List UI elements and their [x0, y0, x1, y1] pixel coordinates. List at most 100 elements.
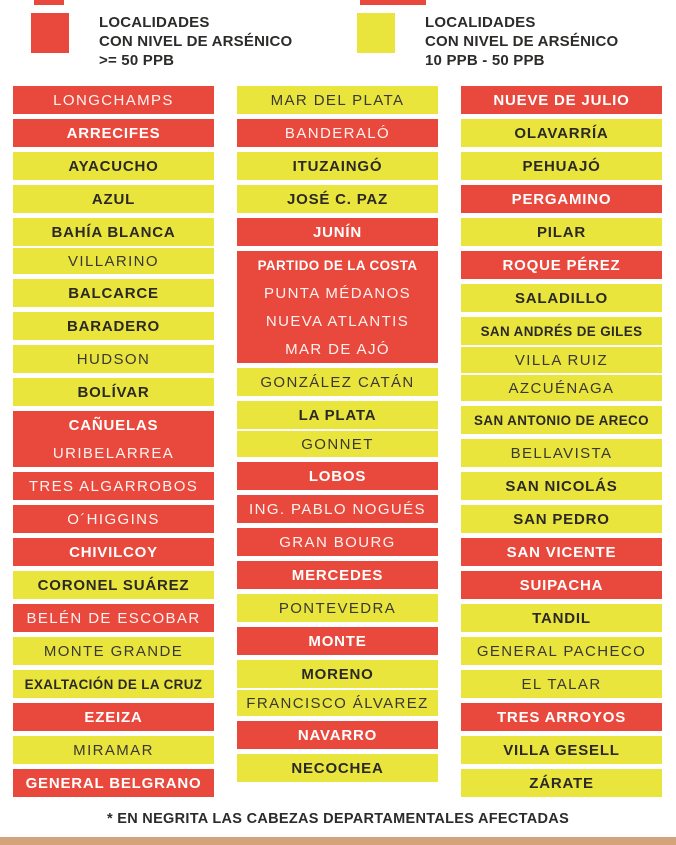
locality-label: CAÑUELAS	[68, 416, 159, 434]
locality-block: BAHÍA BLANCA VILLARINO	[13, 218, 214, 274]
locality-block: VILLA GESELL	[461, 736, 662, 764]
legend-item-yellow: LOCALIDADES CON NIVEL DE ARSÉNICO 10 PPB…	[357, 13, 618, 70]
locality-label: AZUL	[91, 190, 136, 208]
top-cropped-red-sliver-left	[34, 0, 64, 5]
locality-block: GRAN BOURG	[237, 528, 438, 556]
locality-block: PARTIDO DE LA COSTA PUNTA MÉDANOS NUEVA AT…	[237, 251, 438, 363]
locality-block: EL TALAR	[461, 670, 662, 698]
locality-block: MONTE GRANDE	[13, 637, 214, 665]
locality-label: O´HIGGINS	[67, 510, 160, 528]
locality-label: NUEVA ATLANTIS	[265, 312, 410, 330]
locality-block: BANDERALÓ	[237, 119, 438, 147]
locality-label: GONZÁLEZ CATÁN	[260, 373, 415, 391]
locality-label: CORONEL SUÁREZ	[37, 576, 190, 594]
locality-block: AZUL	[13, 185, 214, 213]
locality-block: MERCEDES	[237, 561, 438, 589]
locality-block: NECOCHEA	[237, 754, 438, 782]
locality-label: MAR DE AJÓ	[285, 340, 390, 358]
locality-label: BAHÍA BLANCA	[51, 223, 176, 241]
locality-label: SAN VICENTE	[506, 543, 617, 561]
locality-label: VILLARINO	[13, 246, 214, 274]
locality-block: ARRECIFES	[13, 119, 214, 147]
locality-label: OLAVARRÍA	[514, 124, 609, 142]
locality-block: ZÁRATE	[461, 769, 662, 797]
locality-block: SUIPACHA	[461, 571, 662, 599]
locality-block: SAN ANTONIO DE ARECO	[461, 406, 662, 434]
locality-label: ROQUE PÉREZ	[502, 256, 621, 274]
locality-label: JOSÉ C. PAZ	[286, 190, 389, 208]
locality-block: BELÉN DE ESCOBAR	[13, 604, 214, 632]
locality-block: BALCARCE	[13, 279, 214, 307]
locality-block: JUNÍN	[237, 218, 438, 246]
locality-block: PEHUAJÓ	[461, 152, 662, 180]
locality-block: TRES ARROYOS	[461, 703, 662, 731]
locality-block: HUDSON	[13, 345, 214, 373]
locality-block: SAN VICENTE	[461, 538, 662, 566]
locality-label: LA PLATA	[298, 406, 377, 424]
locality-block: CAÑUELAS URIBELARREA	[13, 411, 214, 467]
locality-label: TRES ARROYOS	[496, 708, 627, 726]
locality-label: PARTIDO DE LA COSTA	[257, 257, 418, 273]
legend-line: CON NIVEL DE ARSÉNICO	[99, 33, 293, 50]
locality-label: GENERAL BELGRANO	[25, 774, 202, 792]
locality-label: MORENO	[301, 665, 374, 683]
locality-label: GONNET	[237, 429, 438, 457]
bottom-border-bar	[0, 837, 676, 845]
locality-block: LONGCHAMPS	[13, 86, 214, 114]
locality-label: MAR DEL PLATA	[270, 91, 405, 109]
locality-block: CORONEL SUÁREZ	[13, 571, 214, 599]
locality-label: ING. PABLO NOGUÉS	[249, 500, 426, 518]
locality-block: NAVARRO	[237, 721, 438, 749]
locality-block: GENERAL BELGRANO	[13, 769, 214, 797]
locality-block: EZEIZA	[13, 703, 214, 731]
locality-label: PILAR	[537, 223, 586, 241]
legend-line: LOCALIDADES	[99, 14, 210, 31]
locality-label: AYACUCHO	[68, 157, 159, 175]
locality-block: LA PLATA GONNET	[237, 401, 438, 457]
locality-block: MIRAMAR	[13, 736, 214, 764]
locality-block: BOLÍVAR	[13, 378, 214, 406]
locality-block: TANDIL	[461, 604, 662, 632]
locality-label: SAN ANTONIO DE ARECO	[474, 412, 649, 428]
locality-label: EL TALAR	[521, 675, 602, 693]
locality-label: NECOCHEA	[291, 759, 384, 777]
locality-block: MORENO FRANCISCO ÁLVAREZ	[237, 660, 438, 716]
locality-label: TANDIL	[532, 609, 591, 627]
locality-label: LOBOS	[308, 467, 367, 485]
locality-label: SAN PEDRO	[513, 510, 610, 528]
locality-label: BELÉN DE ESCOBAR	[26, 609, 201, 627]
locality-label: EZEIZA	[84, 708, 143, 726]
legend: LOCALIDADES CON NIVEL DE ARSÉNICO >= 50 …	[0, 0, 676, 86]
locality-label: BELLAVISTA	[510, 444, 613, 462]
locality-label: SAN ANDRÉS DE GILES	[480, 323, 643, 339]
locality-block: SAN ANDRÉS DE GILES VILLA RUIZ AZCUÉNAGA	[461, 317, 662, 401]
column-3: NUEVE DE JULIO OLAVARRÍA PEHUAJÓ PERGAMINO P…	[461, 86, 662, 802]
locality-block: SAN NICOLÁS	[461, 472, 662, 500]
legend-line: >= 50 PPB	[99, 52, 175, 69]
locality-block: PERGAMINO	[461, 185, 662, 213]
locality-block: AYACUCHO	[13, 152, 214, 180]
locality-label: GRAN BOURG	[279, 533, 396, 551]
locality-label: NUEVE DE JULIO	[493, 91, 630, 109]
locality-label: LONGCHAMPS	[53, 91, 174, 109]
top-cropped-red-sliver-right	[360, 0, 426, 5]
footer-note: * EN NEGRITA LAS CABEZAS DEPARTAMENTALES…	[106, 811, 570, 827]
yellow-legend-swatch	[357, 13, 395, 53]
locality-block: MONTE	[237, 627, 438, 655]
column-2: MAR DEL PLATA BANDERALÓ ITUZAINGÓ JOSÉ C. P…	[237, 86, 438, 802]
locality-block: LOBOS	[237, 462, 438, 490]
locality-label: SAN NICOLÁS	[505, 477, 618, 495]
locality-block: GENERAL PACHECO	[461, 637, 662, 665]
locality-block: OLAVARRÍA	[461, 119, 662, 147]
locality-label: FRANCISCO ÁLVAREZ	[237, 688, 438, 716]
legend-line: CON NIVEL DE ARSÉNICO	[425, 33, 619, 50]
locality-block: SAN PEDRO	[461, 505, 662, 533]
legend-yellow-text: LOCALIDADES CON NIVEL DE ARSÉNICO 10 PPB…	[425, 13, 618, 70]
locality-block: JOSÉ C. PAZ	[237, 185, 438, 213]
locality-label: VILLA GESELL	[503, 741, 620, 759]
locality-label: BOLÍVAR	[77, 383, 150, 401]
locality-label: ARRECIFES	[66, 124, 161, 142]
locality-label: HUDSON	[76, 350, 151, 368]
locality-label: MONTE GRANDE	[43, 642, 184, 660]
locality-label: PUNTA MÉDANOS	[263, 284, 412, 302]
